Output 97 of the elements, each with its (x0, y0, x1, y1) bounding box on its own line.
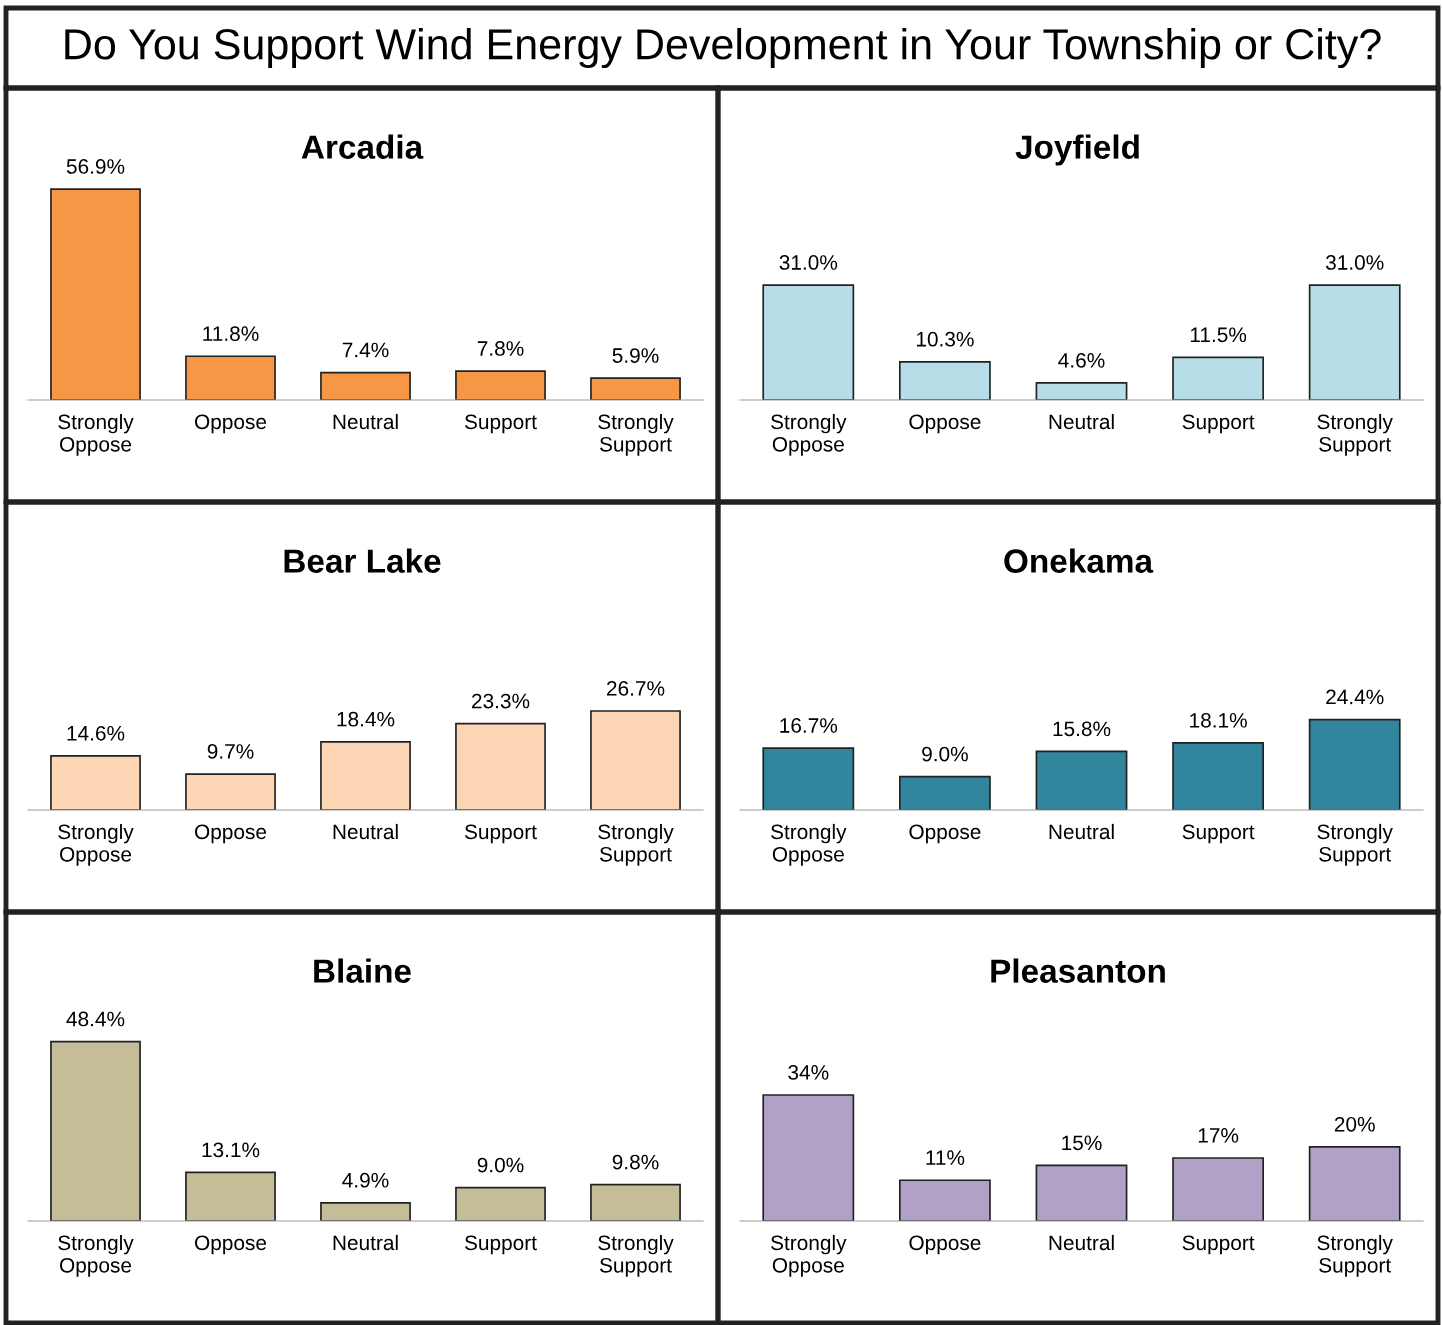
data-label: 18.4% (337, 711, 395, 727)
data-label: 18.1% (1190, 712, 1247, 728)
data-label: 13.1% (202, 1142, 260, 1158)
x-tick-label: Oppose (909, 824, 981, 844)
data-label: 31.0% (1325, 255, 1384, 270)
x-tick-label: Support (464, 414, 537, 434)
bar (50, 1040, 141, 1221)
data-label: 9.8% (612, 1154, 659, 1170)
data-label: 11.5% (1190, 327, 1247, 343)
bar (455, 722, 546, 810)
data-label: 7.8% (477, 341, 524, 356)
x-tick-label: Neutral (1049, 1234, 1114, 1251)
data-label: 31.0% (779, 255, 838, 270)
chart-title: Bear Lake (284, 548, 441, 573)
data-label: 26.7% (607, 681, 665, 696)
bar (1172, 742, 1265, 810)
data-label: 10.3% (916, 331, 974, 347)
data-label: 4.9% (342, 1172, 389, 1188)
data-label: 7.4% (342, 342, 389, 358)
data-label: 9.0% (477, 1157, 524, 1173)
data-label: 14.6% (67, 725, 125, 741)
bar (455, 370, 546, 400)
data-label: 20% (1334, 1116, 1375, 1132)
data-label: 16.7% (780, 718, 838, 733)
x-tick-label: Neutral (333, 823, 398, 840)
x-tick-label: Neutral (1049, 413, 1114, 430)
data-label: 5.9% (612, 348, 659, 363)
bar (1035, 382, 1128, 400)
data-label: 15.8% (1053, 721, 1111, 737)
data-label: 11% (926, 1150, 965, 1165)
x-tick-label: Neutral (1049, 823, 1114, 840)
x-tick-label: Strongly Oppose (58, 413, 134, 456)
data-label: 9.7% (207, 744, 254, 759)
bar (1035, 750, 1128, 810)
bar (762, 1094, 855, 1221)
bar (762, 747, 855, 810)
bar (185, 1171, 276, 1221)
x-tick-label: Strongly Oppose (58, 823, 134, 866)
bar (185, 773, 276, 810)
data-label: 9.0% (922, 746, 968, 762)
data-label: 11.8% (203, 326, 259, 342)
bar (320, 1202, 411, 1221)
bar (320, 371, 411, 400)
bar (185, 355, 276, 400)
bar (50, 755, 141, 810)
data-label: 15% (1062, 1135, 1102, 1151)
x-tick-label: Oppose (909, 414, 981, 434)
x-tick-label: Oppose (195, 824, 267, 844)
bar (898, 360, 991, 400)
data-label: 56.9% (66, 159, 125, 174)
x-tick-label: Neutral (333, 413, 398, 430)
chart-title: Arcadia (301, 134, 424, 159)
bar (1308, 284, 1401, 400)
bar (50, 188, 141, 400)
x-tick-label: Strongly Oppose (58, 1234, 134, 1277)
data-label: 48.4% (66, 1011, 125, 1027)
bar (762, 284, 855, 400)
bar (898, 775, 991, 810)
bar (590, 1183, 681, 1221)
data-label: 34% (788, 1064, 829, 1080)
x-tick-label: Strongly Oppose (771, 1234, 847, 1277)
x-tick-label: Support (1182, 824, 1255, 844)
data-label: 17% (1198, 1128, 1239, 1143)
chart-title: Onekama (1004, 548, 1154, 573)
bar (1308, 718, 1401, 810)
x-tick-label: Strongly Support (1317, 413, 1393, 456)
x-tick-label: Strongly Oppose (771, 823, 847, 866)
bar (455, 1186, 546, 1221)
bar (898, 1179, 991, 1221)
x-tick-label: Oppose (909, 1235, 981, 1255)
x-tick-label: Support (1182, 414, 1255, 434)
bar (1035, 1164, 1128, 1221)
x-tick-label: Neutral (333, 1234, 398, 1251)
x-tick-label: Oppose (195, 414, 267, 434)
chart-title: Joyfield (1015, 134, 1139, 166)
chart-title: Blaine (314, 958, 411, 983)
text: Do You Support Wind Energy Development in Your Township or City? (65, 27, 1381, 69)
x-tick-label: Support (1182, 1235, 1255, 1255)
x-tick-label: Strongly Support (598, 413, 674, 456)
bar (590, 710, 681, 810)
x-tick-label: Strongly Support (598, 1234, 674, 1277)
x-tick-label: Strongly Support (1317, 1234, 1393, 1277)
x-tick-label: Support (464, 824, 537, 844)
data-label: 24.4% (1326, 689, 1384, 705)
x-tick-label: Strongly Support (1317, 823, 1393, 866)
x-tick-label: Strongly Oppose (771, 413, 847, 456)
bar (590, 377, 681, 400)
bar (320, 740, 411, 810)
bar (1308, 1146, 1401, 1221)
x-tick-label: Strongly Support (598, 823, 674, 866)
bar (1172, 356, 1265, 400)
bar (1172, 1157, 1265, 1221)
data-label: 23.3% (472, 693, 530, 709)
data-label: 4.6% (1058, 352, 1105, 368)
x-tick-label: Support (464, 1235, 537, 1255)
chart-title: Pleasanton (991, 958, 1165, 983)
x-tick-label: Oppose (195, 1235, 267, 1255)
